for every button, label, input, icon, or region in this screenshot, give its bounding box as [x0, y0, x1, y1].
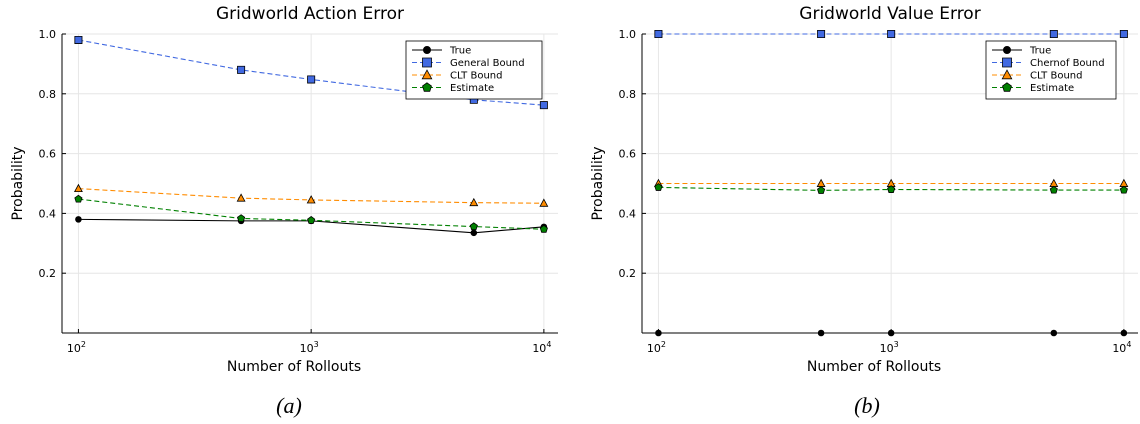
- y-tick-label: 0.4: [619, 207, 637, 220]
- legend-marker: [1002, 57, 1012, 68]
- data-point: [1049, 30, 1058, 38]
- legend-label: True: [449, 46, 471, 57]
- data-point: [237, 214, 246, 222]
- data-point: [307, 216, 316, 224]
- legend-label: Estimate: [1030, 83, 1074, 94]
- x-tick-base: 10: [300, 342, 314, 355]
- data-point: [470, 229, 478, 237]
- x-tick-label: 104: [532, 340, 551, 355]
- data-point: [306, 195, 316, 204]
- legend-marker: [422, 82, 432, 92]
- legend-marker: [1003, 46, 1012, 55]
- y-tick-label: 0.6: [39, 148, 57, 161]
- x-tick-exponent: 2: [661, 340, 666, 349]
- figure-caption: (b): [854, 393, 880, 418]
- x-axis-label: Number of Rollouts: [807, 359, 941, 375]
- legend-label: CLT Bound: [450, 71, 502, 82]
- data-point: [75, 216, 82, 223]
- data-point: [237, 65, 246, 74]
- data-point: [1049, 185, 1058, 194]
- x-tick-label: 104: [1112, 340, 1131, 355]
- legend-label: True: [1029, 46, 1051, 57]
- x-tick-base: 10: [647, 342, 661, 355]
- legend-label: Estimate: [450, 83, 494, 94]
- data-point: [817, 186, 826, 194]
- y-tick-label: 0.2: [39, 267, 57, 280]
- data-point: [654, 183, 663, 191]
- y-tick-label: 0.8: [619, 88, 637, 101]
- x-tick-base: 10: [1112, 342, 1126, 355]
- x-tick-label: 102: [67, 340, 86, 355]
- x-tick-exponent: 4: [546, 340, 551, 349]
- data-point: [74, 35, 83, 44]
- data-point: [469, 197, 479, 207]
- data-point: [74, 194, 83, 203]
- legend-label: General Bound: [450, 58, 525, 69]
- data-point: [469, 222, 478, 231]
- x-tick-exponent: 3: [314, 340, 319, 349]
- data-point: [1119, 185, 1128, 194]
- chart-title: Gridworld Value Error: [799, 4, 980, 24]
- data-point: [236, 193, 246, 202]
- data-point: [1120, 329, 1128, 337]
- x-tick-base: 10: [67, 342, 81, 355]
- legend-label: Chernof Bound: [1030, 58, 1105, 69]
- data-point: [539, 101, 548, 110]
- legend-marker: [422, 46, 431, 55]
- data-point: [1050, 329, 1058, 337]
- y-tick-label: 0.4: [39, 207, 57, 220]
- legend-label: CLT Bound: [1030, 71, 1082, 82]
- y-axis-label: Probability: [10, 146, 26, 220]
- figure-caption: (a): [276, 393, 302, 418]
- x-tick-exponent: 2: [81, 340, 86, 349]
- legend-marker: [422, 57, 432, 68]
- y-tick-label: 0.6: [619, 148, 637, 161]
- x-axis-label: Number of Rollouts: [227, 359, 361, 375]
- legend-marker: [421, 69, 433, 80]
- data-point: [887, 30, 896, 38]
- data-point: [307, 75, 316, 84]
- x-tick-label: 103: [300, 340, 319, 355]
- y-axis-label: Probability: [590, 146, 606, 220]
- data-point: [1119, 178, 1129, 187]
- data-point: [887, 185, 896, 193]
- x-tick-label: 102: [647, 340, 666, 355]
- data-point: [1119, 30, 1128, 38]
- data-point: [655, 329, 662, 337]
- data-point: [887, 329, 895, 337]
- data-point: [817, 30, 826, 38]
- legend-marker: [1001, 69, 1013, 80]
- x-tick-label: 103: [880, 340, 899, 355]
- chart-title: Gridworld Action Error: [216, 4, 404, 24]
- y-tick-label: 1.0: [39, 28, 57, 41]
- y-tick-label: 0.2: [619, 267, 637, 280]
- legend-marker: [1002, 82, 1012, 92]
- x-tick-base: 10: [880, 342, 894, 355]
- x-tick-exponent: 4: [1126, 340, 1131, 349]
- data-point: [73, 183, 83, 193]
- data-point: [654, 30, 663, 38]
- data-point: [539, 224, 548, 233]
- x-tick-base: 10: [532, 342, 546, 355]
- x-tick-exponent: 3: [894, 340, 899, 349]
- data-point: [539, 198, 549, 207]
- y-tick-label: 1.0: [619, 28, 637, 41]
- y-tick-label: 0.8: [39, 88, 57, 101]
- data-point: [817, 329, 825, 337]
